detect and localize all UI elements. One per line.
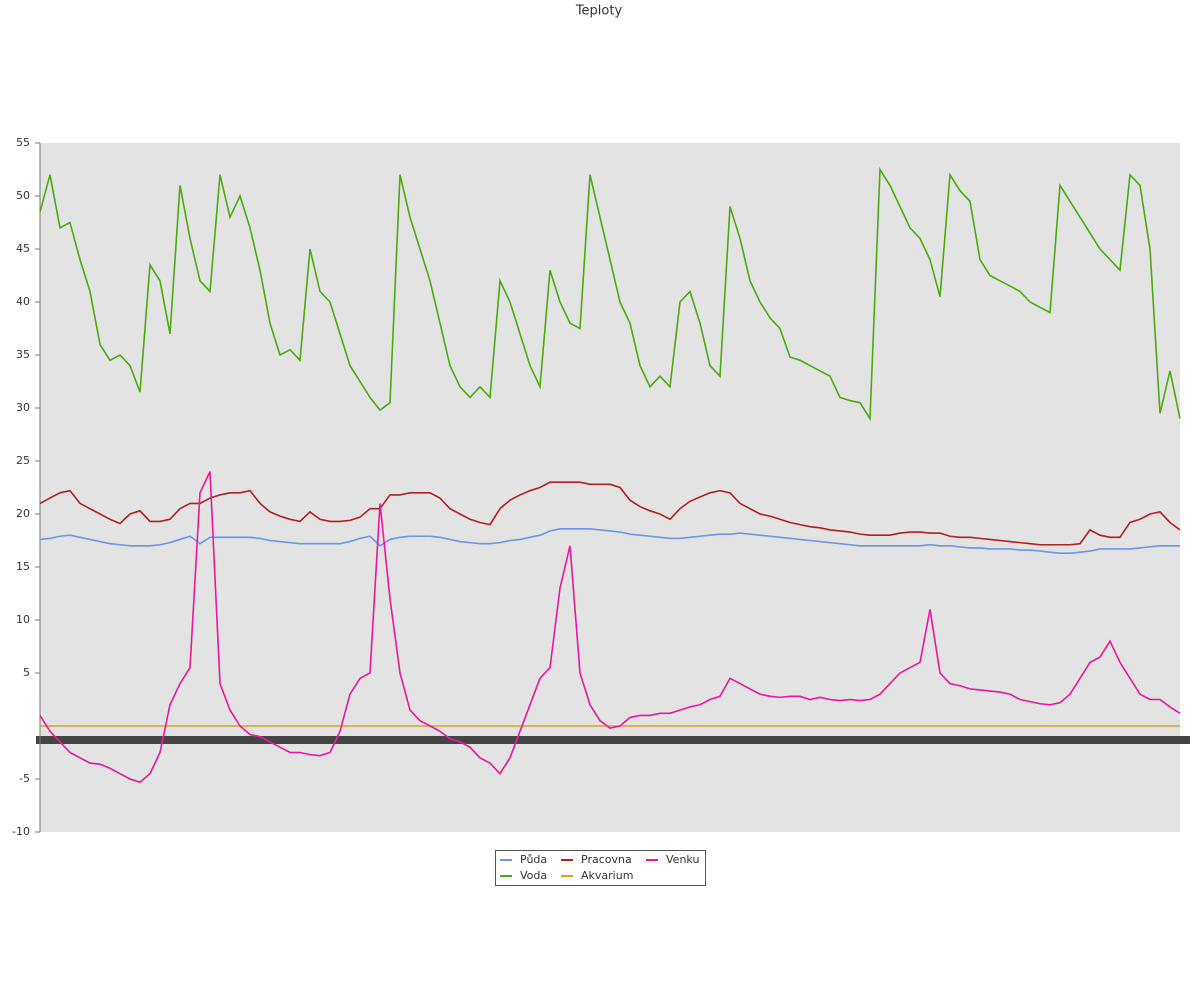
series-line (39, 481, 1181, 546)
y-tick-label: 25 (16, 454, 30, 467)
legend-label: Půda (520, 853, 547, 866)
legend-label: Venku (666, 853, 699, 866)
y-tick-label: 5 (23, 666, 30, 679)
y-tick-label: 50 (16, 189, 30, 202)
legend-label: Akvarium (581, 869, 633, 882)
y-tick-label: -5 (19, 772, 30, 785)
y-tick-label: 15 (16, 560, 30, 573)
y-tick-label: -10 (12, 825, 30, 838)
legend (495, 850, 706, 886)
x-axis-labels-overlap (36, 736, 1190, 744)
series-line (39, 166, 1181, 422)
y-tick-label: 40 (16, 295, 30, 308)
chart-title: Teploty (575, 4, 623, 19)
y-tick-label: 35 (16, 348, 30, 361)
y-tick-label: 55 (16, 136, 30, 149)
y-tick-label: 30 (16, 401, 30, 414)
legend-label: Voda (520, 869, 547, 882)
y-tick-label: 10 (16, 613, 30, 626)
series-line (39, 471, 1181, 784)
series-line (39, 528, 1180, 555)
y-tick-label: 20 (16, 507, 30, 520)
legend-label: Pracovna (581, 853, 632, 866)
y-tick-label: 45 (16, 242, 30, 255)
